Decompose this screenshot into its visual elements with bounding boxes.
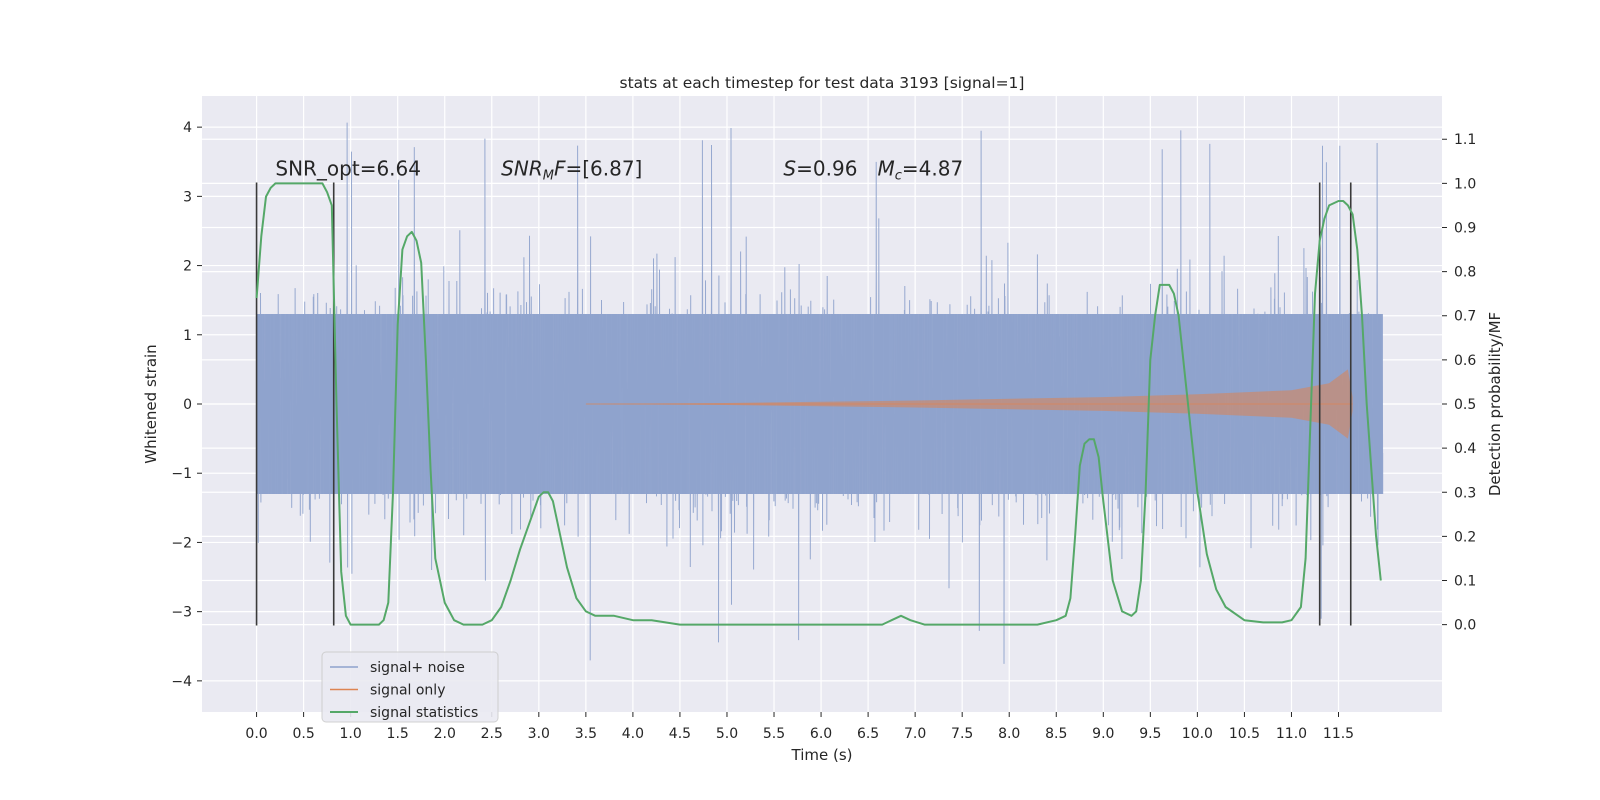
y-right-tick-label: 0.6 — [1454, 353, 1476, 369]
x-tick-label: 10.5 — [1229, 726, 1260, 742]
x-tick-label: 0.0 — [245, 726, 267, 742]
signal-statistics-series — [255, 182, 1382, 626]
y-right-tick-label: 0.3 — [1454, 485, 1476, 501]
x-tick-label: 11.0 — [1276, 726, 1307, 742]
y-axis-ticks: 4 3 2 1 0 −1 −2 −3 −4 — [171, 120, 202, 690]
legend-label: signal statistics — [370, 705, 478, 721]
y-axis-label: Whitened strain — [142, 344, 160, 463]
annotation-text: Mc=4.87 — [878, 157, 964, 184]
legend-label: signal only — [370, 683, 445, 699]
x-axis-ticks: 0.0 0.5 1.0 1.5 2.0 2.5 3.0 3.5 4.0 4.5 5.0 5.5 6.0 6… — [245, 712, 1354, 742]
annotation-text: SNR_opt=6.64 — [275, 157, 421, 181]
y-right-tick-label: 0.0 — [1454, 618, 1476, 634]
y-tick-label: −2 — [171, 535, 192, 551]
y-right-tick-label: 1.1 — [1454, 132, 1476, 148]
x-tick-label: 4.0 — [622, 726, 644, 742]
x-tick-label: 9.0 — [1092, 726, 1114, 742]
y-right-tick-label: 0.1 — [1454, 574, 1476, 590]
y-right-tick-label: 1.0 — [1454, 176, 1476, 192]
y-right-axis-ticks: 1.1 1.0 0.9 0.8 0.7 0.6 0.5 0.4 0.3 0.2 0.1 0.0 — [1442, 132, 1476, 634]
y-right-axis-label: Detection probability/MF — [1486, 312, 1504, 496]
x-tick-label: 2.5 — [481, 726, 503, 742]
x-tick-label: 1.0 — [340, 726, 362, 742]
y-right-tick-label: 0.8 — [1454, 265, 1476, 281]
y-tick-label: −4 — [171, 674, 192, 690]
y-tick-label: 4 — [183, 120, 192, 136]
y-right-tick-label: 0.7 — [1454, 309, 1476, 325]
y-tick-label: −3 — [171, 605, 192, 621]
y-tick-label: 0 — [183, 397, 192, 413]
y-tick-label: 2 — [183, 259, 192, 275]
x-tick-label: 9.5 — [1139, 726, 1161, 742]
x-tick-label: 5.5 — [763, 726, 785, 742]
annotation-text: SNRMF=[6.87] — [501, 157, 642, 184]
chart-title: stats at each timestep for test data 319… — [620, 74, 1025, 92]
x-tick-label: 3.5 — [575, 726, 597, 742]
x-tick-label: 7.0 — [904, 726, 926, 742]
x-axis-label: Time (s) — [791, 746, 853, 764]
annotation-text: S=0.96 — [783, 157, 857, 181]
legend-box — [321, 651, 499, 723]
x-tick-label: 8.5 — [1045, 726, 1067, 742]
signal-statistics-line — [255, 182, 1382, 626]
x-tick-label: 5.0 — [716, 726, 738, 742]
signal-only-series — [585, 369, 1353, 439]
y-right-tick-label: 0.5 — [1454, 397, 1476, 413]
x-tick-label: 4.5 — [669, 726, 691, 742]
x-tick-label: 7.5 — [951, 726, 973, 742]
annotations: SNR_opt=6.64 SNRMF=[6.87] S=0.96 Mc=4.87 — [275, 157, 963, 184]
x-tick-label: 11.5 — [1323, 726, 1354, 742]
y-tick-label: 1 — [183, 328, 192, 344]
y-tick-label: 3 — [183, 189, 192, 205]
x-tick-label: 3.0 — [528, 726, 550, 742]
x-tick-label: 2.0 — [434, 726, 456, 742]
x-tick-label: 8.0 — [998, 726, 1020, 742]
x-tick-label: 6.5 — [857, 726, 879, 742]
legend: signal+ noise signal only signal statistic… — [321, 651, 499, 723]
y-right-tick-label: 0.9 — [1454, 220, 1476, 236]
y-right-tick-label: 0.2 — [1454, 529, 1476, 545]
x-tick-label: 6.0 — [810, 726, 832, 742]
x-tick-label: 1.5 — [387, 726, 409, 742]
y-tick-label: −1 — [171, 466, 192, 482]
legend-label: signal+ noise — [370, 660, 465, 676]
y-right-tick-label: 0.4 — [1454, 441, 1476, 457]
x-tick-label: 0.5 — [292, 726, 314, 742]
x-tick-label: 10.0 — [1182, 726, 1213, 742]
